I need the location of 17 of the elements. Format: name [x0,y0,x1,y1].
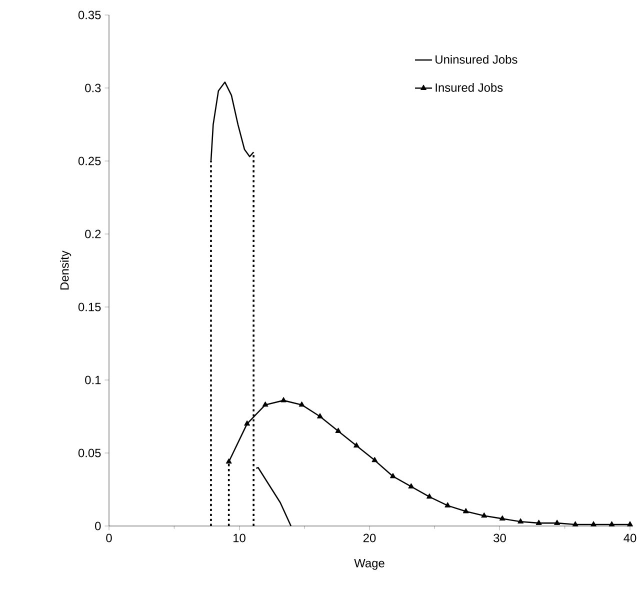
y-tick-label: 0.1 [85,376,101,384]
x-axis-title: Wage [354,559,384,570]
y-tick-label: 0 [95,522,101,530]
y-tick-label: 0.2 [85,230,101,238]
y-tick-label: 0.15 [78,302,101,312]
x-tick-label: 0 [106,534,112,542]
y-tick-label: 0.3 [85,84,101,92]
x-tick-label: 40 [624,534,636,542]
legend-label: Insured Jobs [436,83,503,92]
legend-label: Uninsured Jobs [436,54,518,64]
y-tick-label: 0.25 [78,156,101,166]
x-tick-label: 20 [363,534,376,542]
y-axis-title: Density [60,250,72,290]
x-tick-label: 30 [494,534,506,542]
x-tick-label: 10 [234,534,246,542]
y-tick-label: 0.35 [78,10,101,20]
y-tick-label: 0.05 [78,448,101,458]
